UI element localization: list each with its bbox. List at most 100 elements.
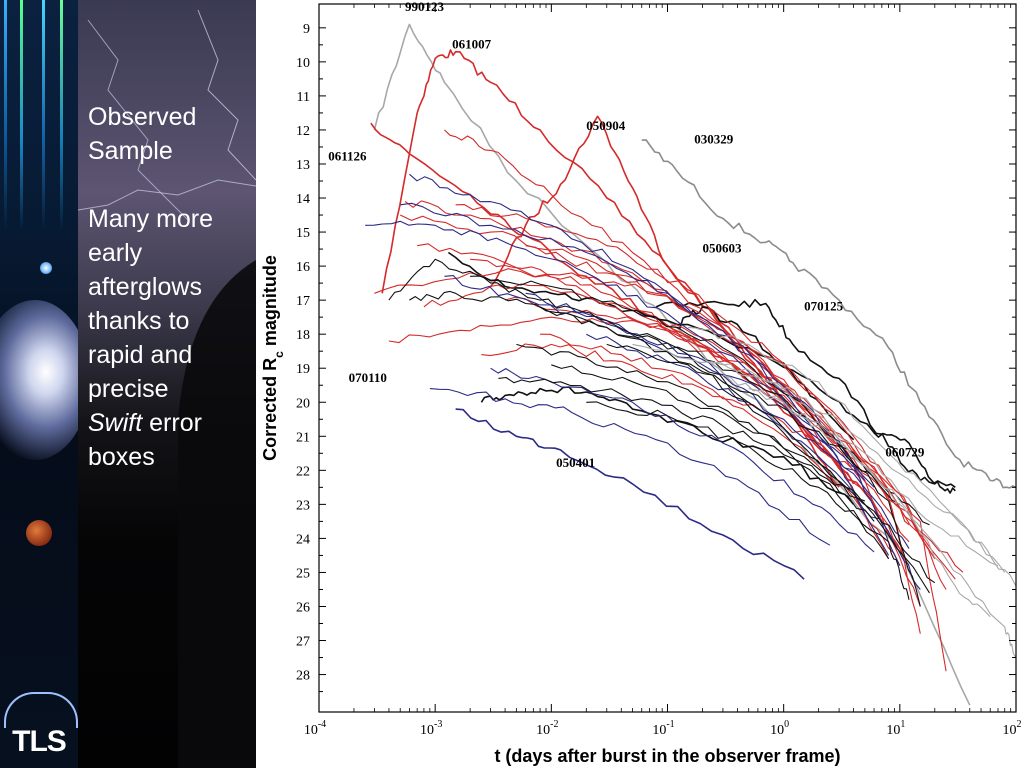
- series-line-34: [516, 343, 890, 560]
- y-tick-label: 13: [296, 158, 310, 173]
- series-line-35: [551, 364, 875, 522]
- tick-layer: 9 10 11 12 13 14 15 16 17 18 19 20 21 22 23 24 25 26 27 28 1…: [296, 4, 1022, 738]
- series-line-13: [423, 283, 936, 560]
- series-line-16: [374, 268, 921, 634]
- y-tick-label: 14: [296, 192, 310, 207]
- series-line-40: [687, 326, 1006, 573]
- series-line-41: [632, 343, 999, 567]
- beam-2: [20, 0, 23, 230]
- y-tick-label: 16: [296, 260, 310, 275]
- afterglow-chart: 9 10 11 12 13 14 15 16 17 18 19 20 21 22 23 24 25 26 27 28 1…: [260, 0, 1022, 766]
- chart-area: 9 10 11 12 13 14 15 16 17 18 19 20 21 22 23 24 25 26 27 28 1…: [256, 0, 1024, 768]
- series-line-grb-061126: [370, 122, 875, 505]
- y-tick-label: 18: [296, 328, 310, 343]
- y-tick-label: 25: [296, 566, 310, 581]
- series-layer: [365, 23, 1017, 706]
- y-tick-label: 20: [296, 396, 310, 411]
- series-line-grb-030329: [641, 139, 1017, 489]
- burst-label-990123: 990123: [405, 0, 445, 14]
- error-word: error: [142, 409, 202, 437]
- y-tick-label: 26: [296, 600, 310, 615]
- x-tick-label: 10-4: [304, 719, 326, 738]
- series-line-38: [586, 401, 910, 600]
- burst-label-061007: 061007: [452, 36, 492, 51]
- y-tick-label: 27: [296, 635, 310, 650]
- x-tick-label: 10-2: [536, 719, 558, 738]
- y-tick-label: 19: [296, 362, 310, 377]
- body-line-4: thanks to: [88, 307, 190, 335]
- series-line-24: [409, 173, 875, 488]
- y-tick-label: 10: [296, 56, 310, 71]
- series-line-39: [470, 275, 921, 607]
- series-line-grb-050401: [455, 408, 805, 580]
- burst-label-061126: 061126: [328, 149, 367, 164]
- text-panel-background: [78, 0, 256, 768]
- x-axis-title: t (days after burst in the observer fram…: [494, 746, 840, 766]
- series-line-grb-070125: [655, 298, 956, 488]
- heading-line-2: Sample: [88, 137, 173, 165]
- series-line-33: [539, 306, 930, 526]
- burst-label-070110: 070110: [349, 370, 387, 385]
- series-line-37: [498, 376, 866, 502]
- y-tick-label: 12: [296, 124, 310, 139]
- y-tick-label: 28: [296, 669, 310, 684]
- series-line-18: [525, 245, 964, 573]
- series-line-31: [388, 258, 930, 594]
- burst-label-050904: 050904: [586, 118, 626, 133]
- x-tick-label: 10-1: [652, 719, 674, 738]
- body-line-1: Many more: [88, 205, 214, 233]
- series-line-29: [525, 292, 866, 481]
- burst-label-030329: 030329: [694, 132, 734, 147]
- series-line-25: [400, 202, 890, 556]
- y-tick-label: 24: [296, 532, 310, 547]
- series-line-15: [455, 204, 947, 672]
- y-tick-label: 11: [297, 90, 310, 105]
- y-axis-title-unit: magnitude: [260, 255, 280, 346]
- label-layer: 990123 061007 050904 030329 061126 050603 0701…: [328, 0, 925, 470]
- series-line-32: [409, 290, 936, 584]
- y-tick-label: 21: [296, 430, 310, 445]
- x-tick-label: 100: [770, 719, 789, 738]
- y-tick-label: 22: [296, 464, 310, 479]
- body-line-8: boxes: [88, 443, 155, 471]
- series-line-grb-050904: [489, 115, 840, 488]
- beam-1: [4, 0, 7, 230]
- burst-label-050401: 050401: [556, 455, 595, 470]
- slide-text-block: Observed Sample Many more early afterglo…: [88, 100, 248, 474]
- body-line-2: early: [88, 239, 143, 267]
- series-line-42: [702, 357, 1017, 587]
- burst-label-060729: 060729: [885, 445, 925, 460]
- y-axis-title-main: Corrected R: [260, 358, 280, 461]
- series-line-grb-990123: [373, 23, 971, 706]
- beam-4: [60, 0, 63, 230]
- burst-label-050603: 050603: [702, 240, 742, 255]
- series-line-14: [481, 343, 901, 566]
- series-line-43: [722, 374, 991, 618]
- y-tick-label: 15: [296, 226, 310, 241]
- y-tick-label: 23: [296, 498, 310, 513]
- y-tick-label: 9: [303, 22, 310, 37]
- galaxy-glow: [0, 300, 78, 460]
- series-line-grb-070110: [480, 386, 855, 505]
- decorative-left-strip: TLS: [0, 0, 78, 768]
- lightning-decoration: [78, 9, 256, 768]
- y-tick-label: 17: [296, 294, 310, 309]
- body-line-3: afterglows: [88, 273, 202, 301]
- body-line-5: rapid and: [88, 341, 193, 369]
- series-line-44: [748, 388, 1017, 658]
- beam-3: [42, 0, 45, 230]
- plot-frame: [318, 3, 1017, 713]
- moon-eclipse: [26, 520, 52, 546]
- y-axis-title: Corrected Rc magnitude: [260, 255, 286, 461]
- swift-word: Swift: [88, 409, 143, 437]
- body-line-6: precise: [88, 375, 169, 403]
- x-tick-label: 102: [1003, 719, 1022, 738]
- series-line-23: [365, 220, 910, 549]
- series-line-10: [404, 200, 947, 590]
- body-line-7: Swift error: [88, 406, 248, 440]
- series-line-27: [429, 388, 831, 546]
- series-line-26: [490, 367, 875, 553]
- series-line-grb-061007: [381, 49, 855, 485]
- x-tick-label: 101: [886, 719, 905, 738]
- heading-line-1: Observed: [88, 103, 197, 131]
